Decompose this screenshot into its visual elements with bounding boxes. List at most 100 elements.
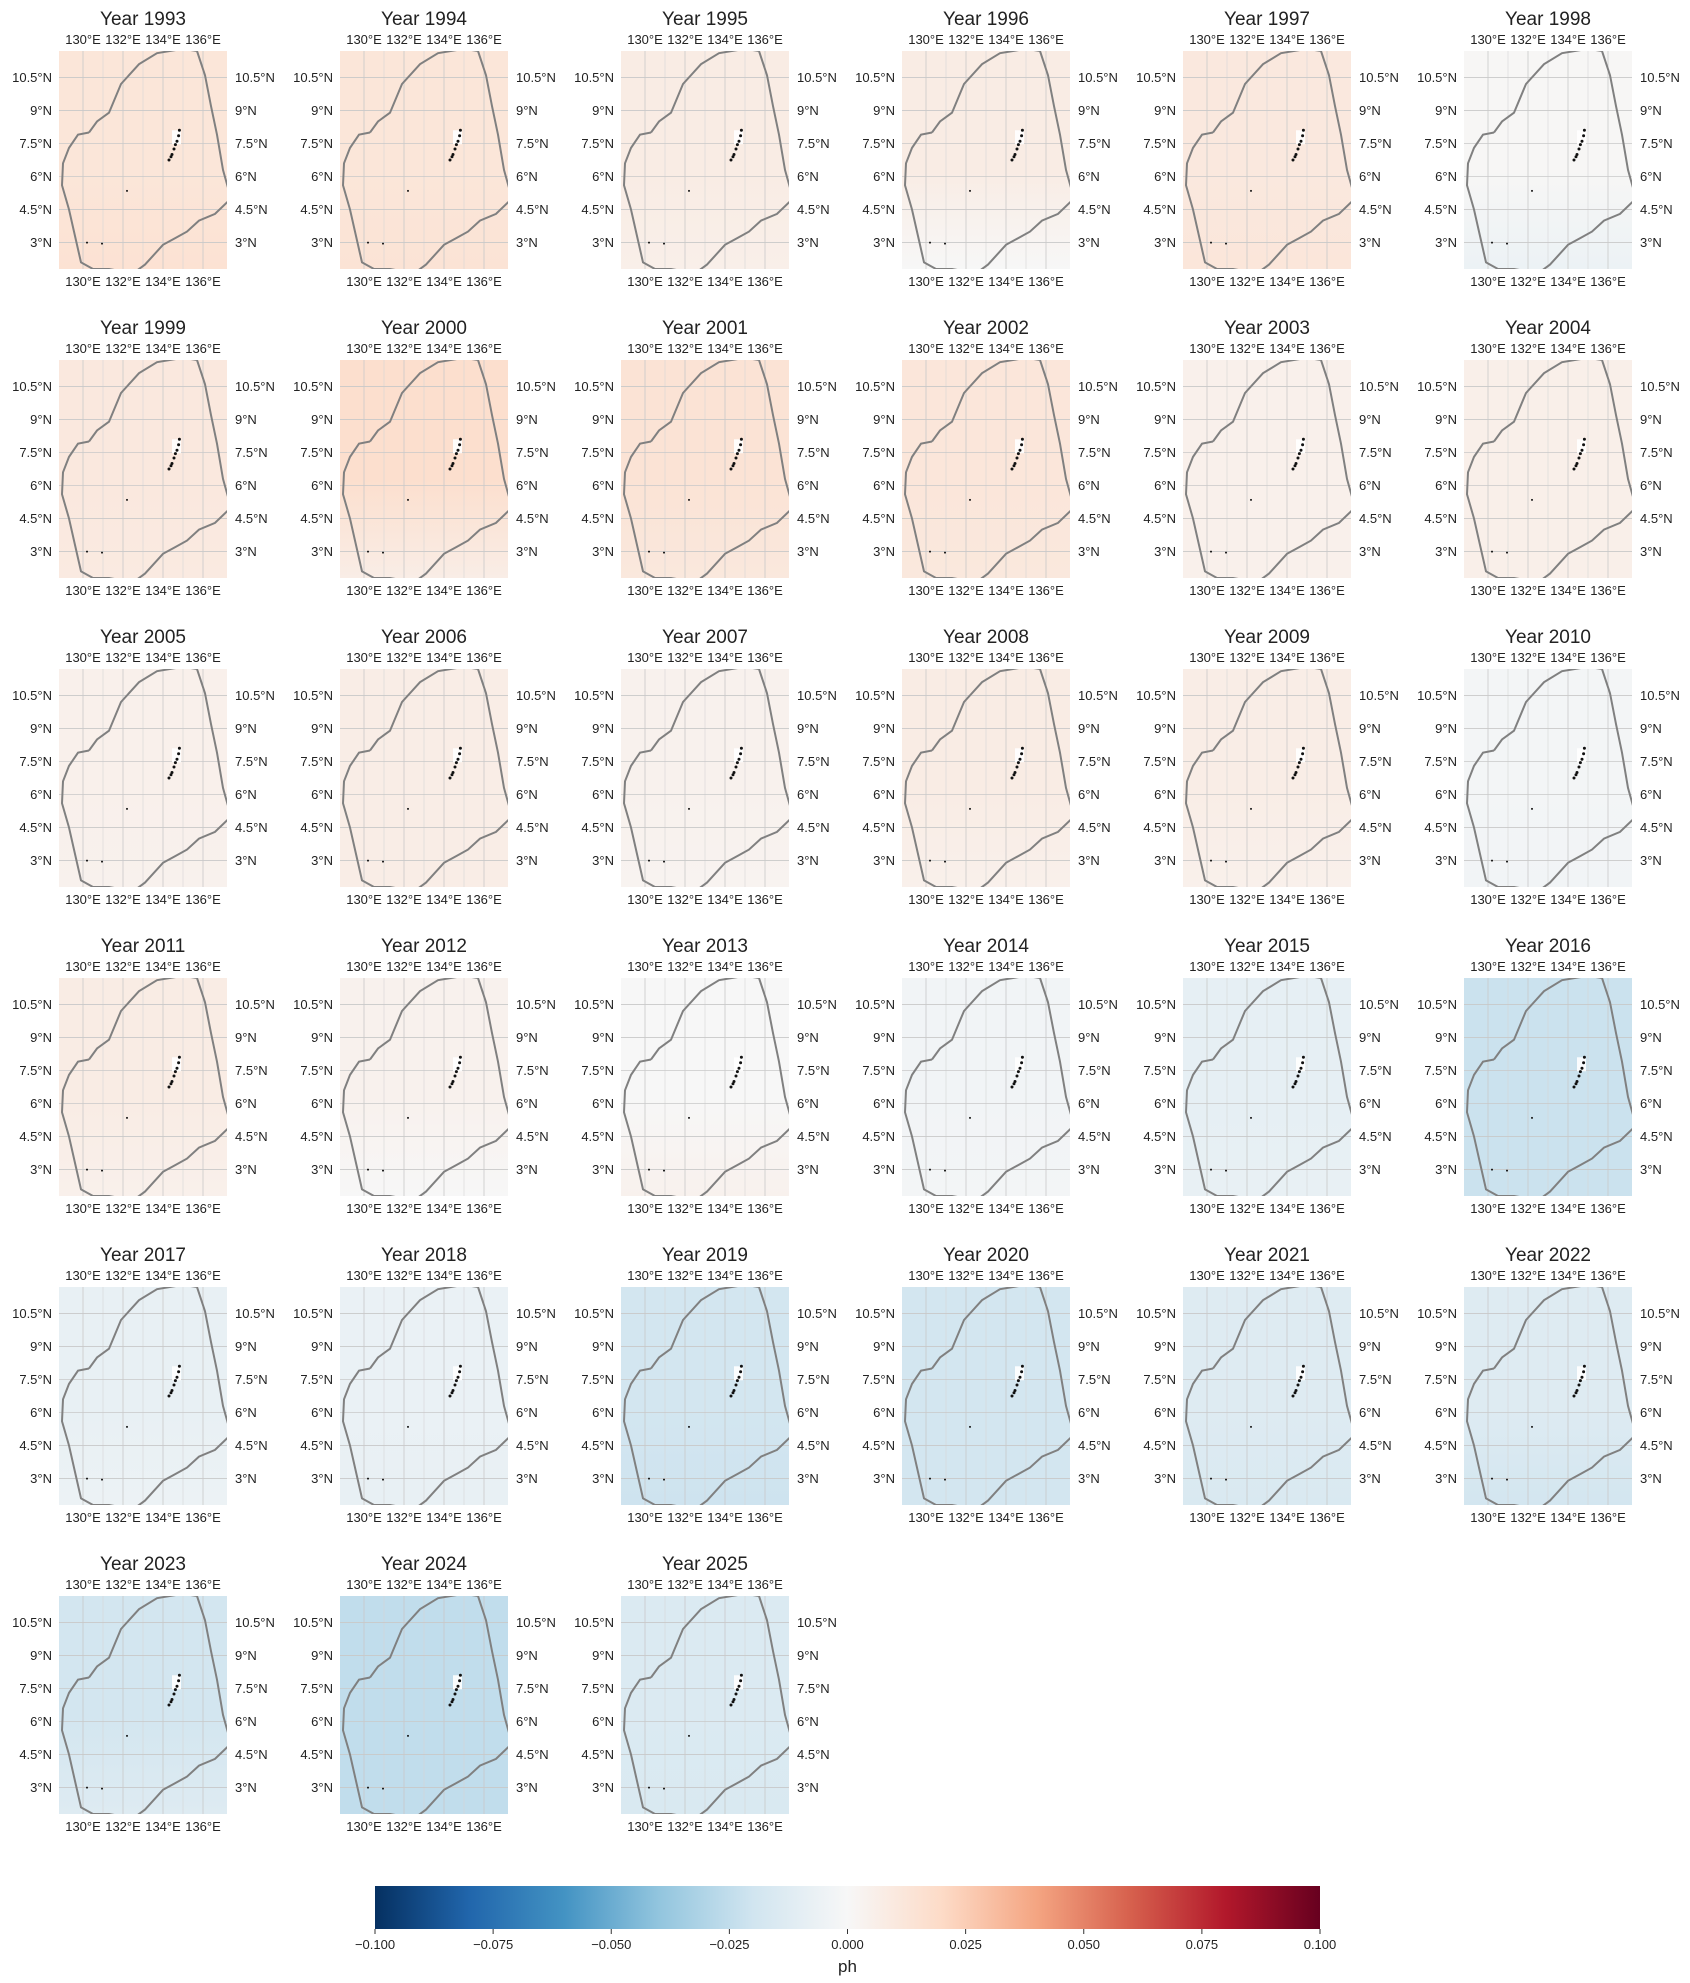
lat-tick-label: 9°N [311,412,333,427]
lon-tick-label: 132°E [386,1577,422,1592]
lat-tick-label: 3°N [873,1471,895,1486]
island-speck [1225,242,1227,245]
lon-tick-label: 134°E [988,341,1024,356]
island-speck [1250,189,1252,192]
lon-tick-label: 134°E [426,583,462,598]
lat-tick-label: 3°N [516,853,538,868]
island-speck [407,189,409,192]
island-speck [173,761,177,765]
lat-tick-label: 9°N [797,412,819,427]
lat-tick-label: 3°N [592,853,614,868]
island-halo [734,1057,743,1072]
lon-tick-label: 134°E [145,1201,181,1216]
eez-boundary [622,1287,789,1505]
island-speck [1297,452,1301,456]
lon-tick-label: 136°E [185,274,221,289]
island-speck [169,155,173,159]
island-speck [739,1679,743,1683]
lat-tick-label: 4.5°N [797,1747,830,1762]
lat-tick-label: 4.5°N [300,202,333,217]
lat-tick-label: 7.5°N [19,1063,52,1078]
lat-tick-label: 10.5°N [293,688,333,703]
island-speck [969,807,971,810]
lat-tick-label: 6°N [30,1405,52,1420]
island-speck [454,452,458,456]
island-speck [737,1684,741,1688]
lat-tick-label: 7.5°N [862,1063,895,1078]
map-panel: Year 2004 130°E 130°E 132°E 132°E 134°E 134°E 1… [1417,318,1680,598]
lat-tick-label: 10.5°N [293,1306,333,1321]
lat-tick-label: 3°N [1435,853,1457,868]
lat-tick-label: 6°N [1435,1405,1457,1420]
lat-tick-label: 4.5°N [516,820,549,835]
island-speck [175,139,179,143]
lat-tick-label: 10.5°N [797,70,837,85]
lat-tick-label: 7.5°N [797,445,830,460]
lon-tick-label: 134°E [1550,959,1586,974]
panel-title: Year 1997 [1224,9,1310,30]
lat-tick-label: 7.5°N [1359,1372,1392,1387]
lat-tick-label: 3°N [1640,544,1662,559]
lat-tick-label: 3°N [1154,1471,1176,1486]
eez-boundary [622,1596,789,1814]
island-speck [1015,765,1019,769]
lon-tick-label: 132°E [386,892,422,907]
island-speck [172,1074,176,1078]
panel-title: Year 1998 [1505,9,1591,30]
island-speck [86,1477,88,1480]
island-speck [1577,765,1581,769]
island-speck [1225,551,1227,554]
lat-tick-label: 6°N [516,1714,538,1729]
island-speck [1578,1379,1582,1383]
eez-boundary [1184,669,1351,887]
lon-tick-label: 136°E [1590,32,1626,47]
lon-tick-label: 130°E [908,274,944,289]
island-speck [1016,452,1020,456]
lat-tick-label: 6°N [311,478,333,493]
lon-tick-label: 134°E [426,341,462,356]
lat-tick-label: 6°N [873,1096,895,1111]
island-halo [1296,130,1305,145]
lat-tick-label: 9°N [873,721,895,736]
islands [86,1673,181,1790]
lat-tick-label: 7.5°N [1078,136,1111,151]
islands [648,1673,743,1790]
island-speck [1582,1061,1586,1065]
lat-tick-label: 7.5°N [1143,754,1176,769]
island-speck [1301,1370,1305,1374]
island-halo [453,439,462,454]
lat-tick-label: 10.5°N [574,997,614,1012]
lat-tick-label: 4.5°N [862,511,895,526]
lat-tick-label: 6°N [1078,787,1100,802]
lon-tick-label: 134°E [988,1510,1024,1525]
island-speck [382,1478,384,1481]
lat-tick-label: 4.5°N [1424,1129,1457,1144]
eez-boundary [60,1596,227,1814]
lat-tick-label: 9°N [797,1030,819,1045]
island-speck [735,1379,739,1383]
island-speck [969,189,971,192]
lon-tick-label: 132°E [1510,583,1546,598]
lon-tick-label: 132°E [105,1201,141,1216]
lon-tick-label: 132°E [105,650,141,665]
panel-title: Year 2017 [100,1245,186,1266]
lat-tick-label: 10.5°N [574,70,614,85]
lon-tick-label: 132°E [1510,341,1546,356]
island-speck [734,147,738,151]
lon-tick-label: 136°E [185,1510,221,1525]
lat-tick-label: 4.5°N [1359,202,1392,217]
lat-tick-label: 9°N [1640,721,1662,736]
islands [1210,1364,1305,1481]
lat-tick-label: 4.5°N [235,202,268,217]
lat-tick-label: 7.5°N [235,445,268,460]
lat-tick-label: 7.5°N [797,1372,830,1387]
island-speck [169,773,173,777]
lat-tick-label: 10.5°N [1078,688,1118,703]
map-panel: Year 1998 130°E 130°E 132°E 132°E 134°E 134°E 1… [1417,9,1680,289]
island-halo [1015,1057,1024,1072]
islands [1491,746,1586,863]
islands [648,437,743,554]
lon-tick-label: 136°E [185,1819,221,1834]
lat-tick-label: 3°N [1078,544,1100,559]
